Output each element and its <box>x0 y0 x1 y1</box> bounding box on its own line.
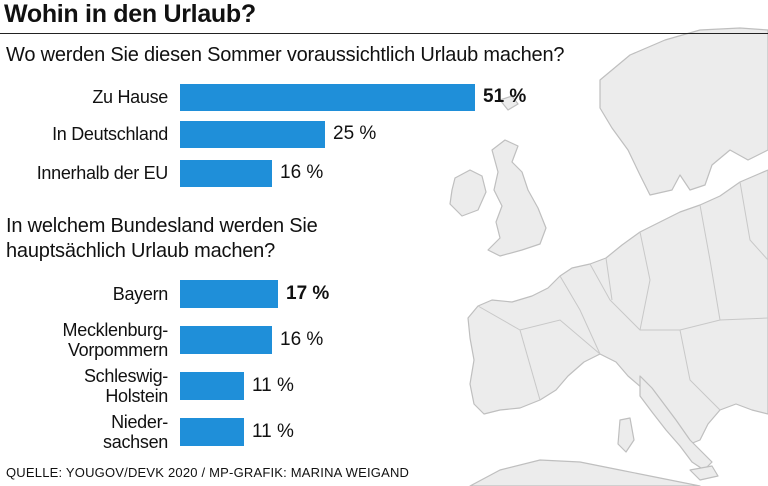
bar-label: Schleswig- Holstein <box>83 366 168 406</box>
bar <box>180 280 278 308</box>
bar-value-label: 16 % <box>280 329 324 350</box>
bar-value-label: 11 % <box>252 421 294 442</box>
bar-label: Bayern <box>112 284 169 304</box>
bar-value-label: 17 % <box>286 283 330 304</box>
bar-label: Zu Hause <box>92 87 168 107</box>
map-sicily <box>689 465 719 481</box>
map-italy <box>639 375 713 471</box>
bar <box>180 418 244 446</box>
bar <box>180 120 325 148</box>
question-federal-state: In welchem Bundesland werden Sie hauptsä… <box>6 215 318 262</box>
bar <box>180 159 272 187</box>
map-sardinia <box>617 417 635 453</box>
bar-value-label: 25 % <box>333 123 377 144</box>
bar-value-label: 51 % <box>483 86 527 107</box>
map-scandinavia <box>599 27 768 196</box>
bar <box>180 372 244 400</box>
bar-label: Mecklenburg- Vorpommern <box>62 320 169 360</box>
bar-label: Innerhalb der EU <box>36 163 169 183</box>
map-africa <box>469 459 701 486</box>
page-title: Wohin in den Urlaub? <box>4 0 256 28</box>
question-destination: Wo werden Sie diesen Sommer voraussichtl… <box>6 44 565 66</box>
bar-value-label: 16 % <box>280 162 324 183</box>
map-ireland <box>449 169 487 217</box>
bar-value-label: 11 % <box>252 375 294 396</box>
title-divider <box>0 33 768 34</box>
bar-label: In Deutschland <box>52 124 168 144</box>
map-great-britain <box>487 139 547 257</box>
source-credit: QUELLE: YOUGOV/DEVK 2020 / MP-GRAFIK: MA… <box>6 465 410 480</box>
bar-label: Nieder- sachsen <box>103 412 168 452</box>
bar <box>180 83 475 111</box>
map-faroe <box>499 95 519 111</box>
bar <box>180 326 272 354</box>
